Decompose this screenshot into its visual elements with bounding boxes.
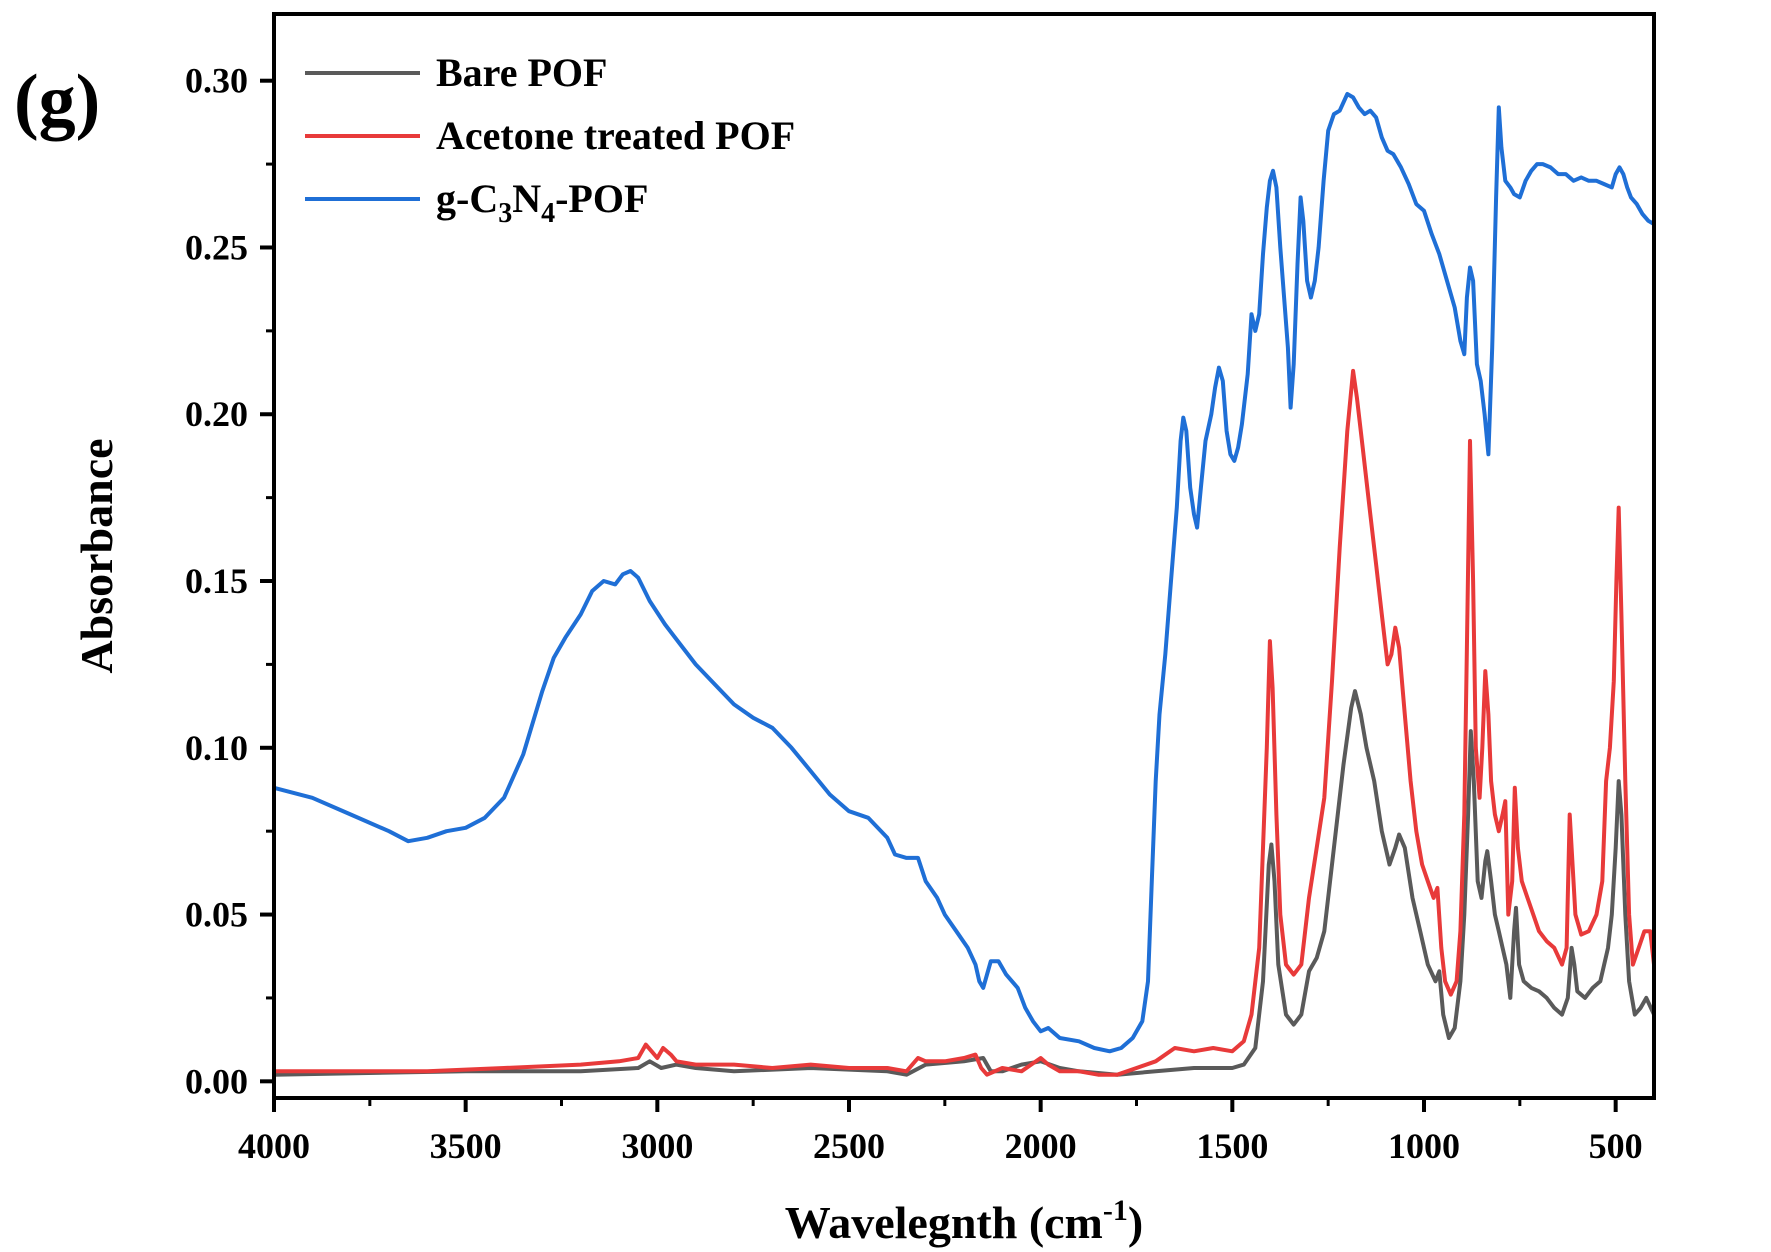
x-axis-title-superscript: -1	[1103, 1194, 1128, 1227]
x-tick-label: 2500	[813, 1126, 885, 1166]
x-tick-label: 4000	[238, 1126, 310, 1166]
legend: Bare POF Acetone treated POF g-C3N4-POF	[305, 50, 795, 229]
x-tick-label: 1500	[1196, 1126, 1268, 1166]
series-layer	[273, 92, 1656, 1077]
x-tick-label: 2000	[1005, 1126, 1077, 1166]
legend-label-2: Acetone treated POF	[436, 113, 795, 158]
x-axis: 4000 3500 3000 2500 2000 1500 1000 500	[238, 1098, 1643, 1166]
series-line-2	[274, 368, 1656, 1077]
y-tick-label: 0.05	[185, 895, 248, 935]
legend-label-1: Bare POF	[436, 50, 607, 95]
y-axis: 0.00 0.05 0.10 0.15 0.20 0.25 0.30	[185, 61, 274, 1101]
y-tick-label: 0.10	[185, 728, 248, 768]
x-tick-label: 3500	[430, 1126, 502, 1166]
legend-label-3: g-C3N4-POF	[436, 176, 648, 229]
y-axis-title: Absorbance	[71, 438, 122, 673]
x-axis-title-end: )	[1128, 1197, 1143, 1248]
panel-label: (g)	[14, 60, 100, 142]
y-tick-label: 0.20	[185, 394, 248, 434]
y-tick-label: 0.25	[185, 227, 248, 267]
series-line-1	[273, 689, 1656, 1077]
x-tick-label: 500	[1589, 1126, 1643, 1166]
y-tick-label: 0.30	[185, 61, 248, 101]
y-tick-label: 0.00	[185, 1061, 248, 1101]
x-tick-label: 1000	[1388, 1126, 1460, 1166]
x-axis-title-main: Wavelegnth (cm	[785, 1197, 1103, 1248]
plot-frame	[272, 12, 1656, 1100]
x-tick-label: 3000	[621, 1126, 693, 1166]
x-axis-title: Wavelegnth (cm-1)	[785, 1194, 1143, 1248]
series-line-3	[273, 92, 1656, 1054]
y-tick-label: 0.15	[185, 561, 248, 601]
